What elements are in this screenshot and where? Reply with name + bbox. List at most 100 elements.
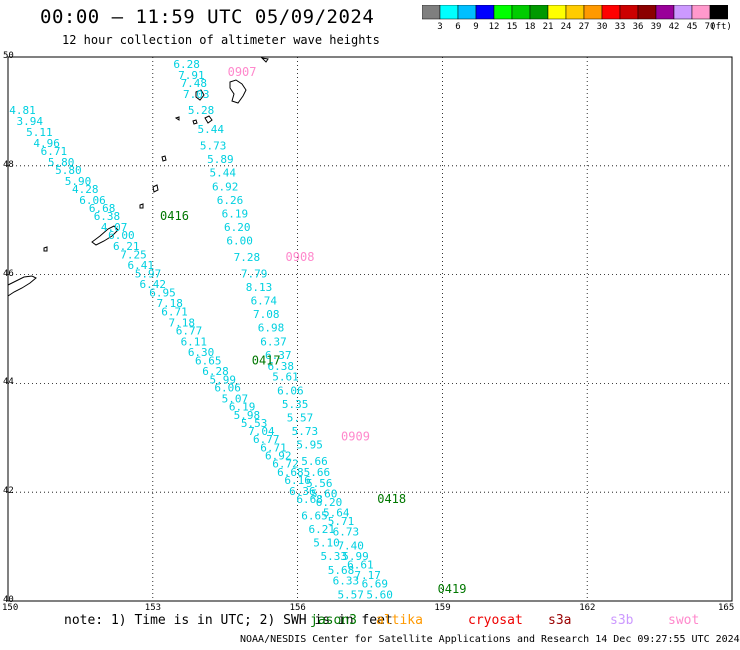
colorbar-label: 33 (614, 22, 626, 32)
swh-value: 6.41 (127, 259, 154, 272)
swh-value: 5.98 (234, 409, 261, 422)
swh-value: 6.65 (301, 509, 328, 522)
island-onekotan (195, 89, 205, 101)
swh-value: 7.18 (156, 297, 183, 310)
swh-value: 5.33 (321, 550, 348, 563)
colorbar-label: 30 (596, 22, 608, 32)
swh-values: 6.287.917.487.035.285.445.735.895.446.92… (9, 58, 393, 601)
colorbar-label: 39 (650, 22, 662, 32)
swh-value: 7.25 (120, 248, 147, 261)
x-tick-label: 159 (434, 603, 451, 613)
swh-value: 6.00 (108, 229, 135, 242)
colorbar-label: 36 (632, 22, 644, 32)
swh-value: 6.69 (362, 577, 389, 590)
swh-value: 5.44 (210, 167, 237, 180)
y-tick-label: 44 (3, 377, 14, 388)
mission-jason3: jason3 (310, 613, 357, 628)
colorbar-label: 42 (668, 22, 680, 32)
swh-value: 6.65 (195, 354, 222, 367)
colorbar-labels: 3 6 9 12 15 18 21 24 27 30 33 36 39 42 45 70 (ft) (422, 22, 740, 36)
swh-value: 7.18 (169, 316, 196, 329)
island-urup (91, 225, 119, 246)
swh-value: 6.68 (277, 466, 304, 479)
swh-value: 6.95 (149, 286, 176, 299)
colorbar-label: 70 (704, 22, 716, 32)
mission-swot: swot (668, 613, 700, 628)
island-small-7 (43, 246, 48, 252)
swh-value: 6.98 (258, 322, 285, 335)
swh-value: 5.97 (135, 267, 162, 280)
swh-value: 6.26 (217, 194, 244, 207)
swh-value: 6.71 (41, 145, 68, 158)
wave-height-colorbar (422, 5, 728, 20)
mission-s3b: s3b (610, 613, 634, 628)
track-label: 0417 (252, 353, 281, 367)
track-label: 0907 (228, 65, 257, 79)
track-label: 0908 (286, 250, 315, 264)
swh-value: 7.40 (337, 539, 364, 552)
swh-value: 6.36 (289, 485, 316, 498)
colorbar-label: 12 (488, 22, 500, 32)
swh-value: 6.71 (260, 441, 287, 454)
swh-value: 6.19 (222, 207, 249, 220)
swh-value: 6.42 (140, 278, 167, 291)
colorbar-label: (ft) (710, 22, 732, 32)
swh-value: 6.37 (260, 335, 287, 348)
swh-value: 6.00 (226, 235, 253, 248)
swh-value: 7.03 (183, 88, 210, 101)
island-small-8 (260, 57, 269, 63)
swh-value: 6.21 (113, 240, 140, 253)
colorbar-label: 21 (542, 22, 554, 32)
swh-value: 6.73 (333, 526, 360, 539)
swh-value: 5.73 (292, 425, 319, 438)
swh-value: 5.99 (210, 373, 237, 386)
island-paramushir (229, 79, 247, 104)
swh-value: 4.28 (72, 183, 99, 196)
x-tick-label: 153 (144, 603, 162, 613)
island-small-1 (204, 115, 213, 124)
swh-value: 6.30 (188, 346, 215, 359)
kuril-islands-coastline (7, 57, 269, 297)
island-small-5 (152, 184, 159, 193)
swh-value: 6.06 (277, 384, 304, 397)
swh-value: 6.77 (176, 324, 203, 337)
swh-value: 5.28 (188, 104, 215, 117)
colorbar-label: 3 (437, 22, 443, 32)
swh-value: 6.06 (79, 194, 106, 207)
track-label: 0419 (438, 582, 467, 596)
island-small-4 (161, 155, 167, 162)
swh-value: 5.80 (48, 156, 75, 169)
swh-value: 5.57 (337, 588, 364, 601)
colorbar-label: 15 (506, 22, 518, 32)
swh-value: 4.81 (9, 104, 36, 117)
swh-value: 5.60 (366, 588, 393, 601)
chart-subtitle: 12 hour collection of altimeter wave hei… (62, 33, 380, 47)
swh-value: 5.35 (282, 398, 309, 411)
swh-value: 6.72 (272, 458, 299, 471)
lat-lon-grid (8, 57, 732, 601)
swh-value: 5.57 (287, 411, 314, 424)
swh-value: 6.33 (333, 575, 360, 588)
swh-value: 5.61 (272, 371, 299, 384)
swh-value: 6.28 (173, 58, 200, 71)
swh-value: 7.91 (178, 69, 205, 82)
swh-value: 5.68 (328, 564, 355, 577)
island-small-2 (192, 119, 198, 125)
y-tick-label: 40 (3, 595, 14, 605)
swh-value: 7.08 (253, 308, 280, 321)
swh-value: 6.71 (161, 305, 188, 318)
track-label: 0418 (377, 492, 406, 506)
x-tick-label: 165 (718, 603, 735, 613)
mission-cryosat: cryosat (468, 613, 523, 628)
colorbar-label: 45 (686, 22, 698, 32)
swh-value: 6.77 (253, 433, 280, 446)
swh-value: 5.10 (313, 537, 340, 550)
swh-value: 3.94 (16, 115, 43, 128)
colorbar-label: 18 (524, 22, 536, 32)
island-small-6 (139, 203, 144, 209)
swh-value: 6.68 (296, 493, 323, 506)
swh-value: 6.92 (212, 180, 239, 193)
x-tick-label: 162 (579, 603, 596, 613)
swh-value: 5.11 (26, 126, 53, 139)
